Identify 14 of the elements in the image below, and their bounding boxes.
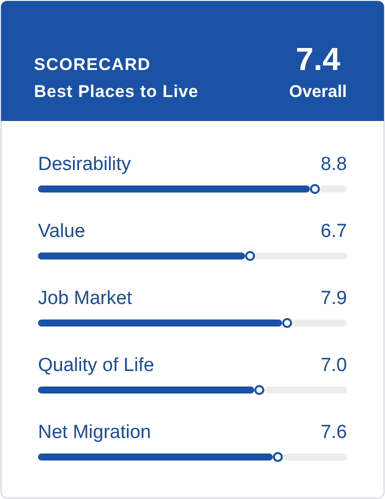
data-label: 6.7 — [320, 221, 347, 242]
text: 7.4 — [296, 41, 340, 77]
y-tick-label: Quality of Life — [38, 355, 154, 376]
data-label: 7.6 — [320, 422, 347, 444]
data-label: 8.8 — [320, 154, 347, 176]
data-label: 7.9 — [320, 288, 347, 310]
y-tick-label: Desirability — [38, 154, 132, 176]
data-label: 7.0 — [320, 355, 347, 376]
y-tick-label: Net Migration — [38, 422, 151, 444]
chart-title: SCORECARD — [34, 55, 151, 74]
chart-subtitle: Best Places to Live — [34, 82, 198, 101]
text: Overall — [289, 82, 347, 101]
y-tick-label: Value — [38, 221, 86, 242]
y-tick-label: Job Market — [38, 288, 133, 310]
